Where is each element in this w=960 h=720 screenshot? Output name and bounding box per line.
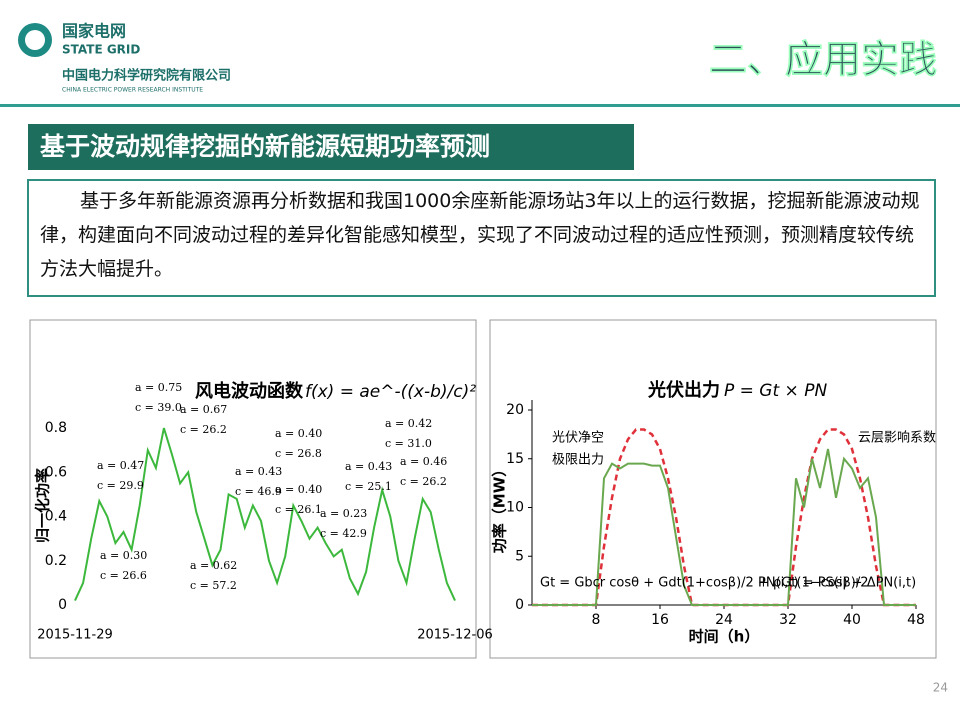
annotation: a = 0.23 — [320, 507, 367, 520]
annotation: 极限出力 — [552, 453, 604, 468]
annotation: a = 0.46 — [400, 455, 447, 468]
annotation: a = 0.40 — [275, 427, 322, 440]
x-tick-label: 2015-12-06 — [417, 628, 493, 643]
panel — [29, 319, 477, 659]
y-tick-label: 5 — [515, 548, 524, 564]
body-text: 基于多年新能源资源再分析数据和我国1000余座新能源场站3年以上的运行数据，挖掘… — [40, 190, 920, 280]
page-number: 24 — [933, 681, 948, 695]
annotation: c = 26.6 — [100, 569, 147, 582]
data-line — [532, 448, 916, 606]
body-box — [27, 179, 936, 297]
x-tick-label: 8 — [592, 612, 601, 628]
y-tick-label: 0.8 — [45, 420, 67, 436]
annotation: a = 0.42 — [385, 417, 432, 430]
x-tick-label: 32 — [779, 612, 797, 628]
chart-title: 风电波动函数 — [195, 380, 304, 402]
annotation: c = 42.9 — [320, 527, 367, 540]
x-tick-label: 16 — [651, 612, 669, 628]
formula: f(x) = ae^-((x-b)/c)² — [305, 382, 476, 402]
y-axis-label: 归一化功率 — [34, 468, 52, 543]
annotation: a = 0.67 — [180, 403, 227, 416]
y-tick-label: 0.4 — [45, 509, 67, 525]
annotation: PN(i,t) = PS(i) + ΔPN(i,t) — [758, 576, 916, 591]
y-axis-label: 功率（MW） — [491, 462, 509, 553]
annotation: a = 0.75 — [135, 381, 182, 394]
y-tick-label: 0.2 — [45, 553, 67, 569]
annotation: c = 26.8 — [275, 447, 322, 460]
y-tick-label: 10 — [506, 500, 524, 516]
y-tick-label: 20 — [506, 402, 524, 418]
y-tick-label: 0 — [58, 597, 67, 613]
annotation: c = 26.2 — [400, 475, 447, 488]
annotation: c = 39.0 — [135, 401, 182, 414]
y-tick-label: 15 — [506, 451, 524, 467]
annotation: c = 29.9 — [97, 479, 144, 492]
institute-en: CHINA ELECTRIC POWER RESEARCH INSTITUTE — [62, 87, 203, 94]
annotation: c = 31.0 — [385, 437, 432, 450]
institute: 中国电力科学研究院有限公司 — [62, 68, 231, 84]
annotation: 云层影响系数 — [858, 430, 936, 446]
y-tick-label: 0 — [515, 597, 524, 613]
annotation: c = 25.1 — [345, 480, 392, 493]
annotation: a = 0.62 — [190, 559, 237, 572]
annotation: a = 0.47 — [97, 459, 144, 472]
panel — [489, 319, 937, 659]
logo — [25, 30, 45, 50]
x-tick-label: 48 — [907, 612, 925, 628]
annotation: 光伏净空 — [552, 431, 604, 446]
y-tick-label: 0.6 — [45, 464, 67, 480]
data-line — [74, 427, 456, 602]
annotation: a = 0.40 — [275, 483, 322, 496]
section-title: 基于波动规律挖掘的新能源短期功率预测 — [40, 132, 490, 161]
formula: P = Gt × PN — [724, 381, 827, 401]
header-rule — [0, 104, 960, 107]
x-axis-label: 时间（h） — [689, 628, 760, 646]
section-heading: 二、应用实践 — [709, 38, 937, 82]
annotation: a = 0.30 — [100, 549, 147, 562]
annotation: c = 46.9 — [235, 485, 282, 498]
annotation: c = 26.1 — [275, 503, 322, 516]
x-tick-label: 24 — [715, 612, 733, 628]
x-tick-label: 40 — [843, 612, 861, 628]
x-tick-label: 2015-11-29 — [37, 628, 113, 643]
title-box — [28, 124, 634, 170]
annotation: a = 0.43 — [345, 460, 392, 473]
annotation: a = 0.43 — [235, 465, 282, 478]
chart-title: 光伏出力 — [647, 379, 720, 401]
annotation: c = 57.2 — [190, 579, 237, 592]
annotation: Gt = Gbcr cosθ + Gdt(1+cosβ)/2 + ρGt(1−c… — [540, 576, 869, 591]
annotation: c = 26.2 — [180, 423, 227, 436]
org-en: STATE GRID — [62, 43, 140, 57]
org: 国家电网 — [62, 22, 126, 41]
